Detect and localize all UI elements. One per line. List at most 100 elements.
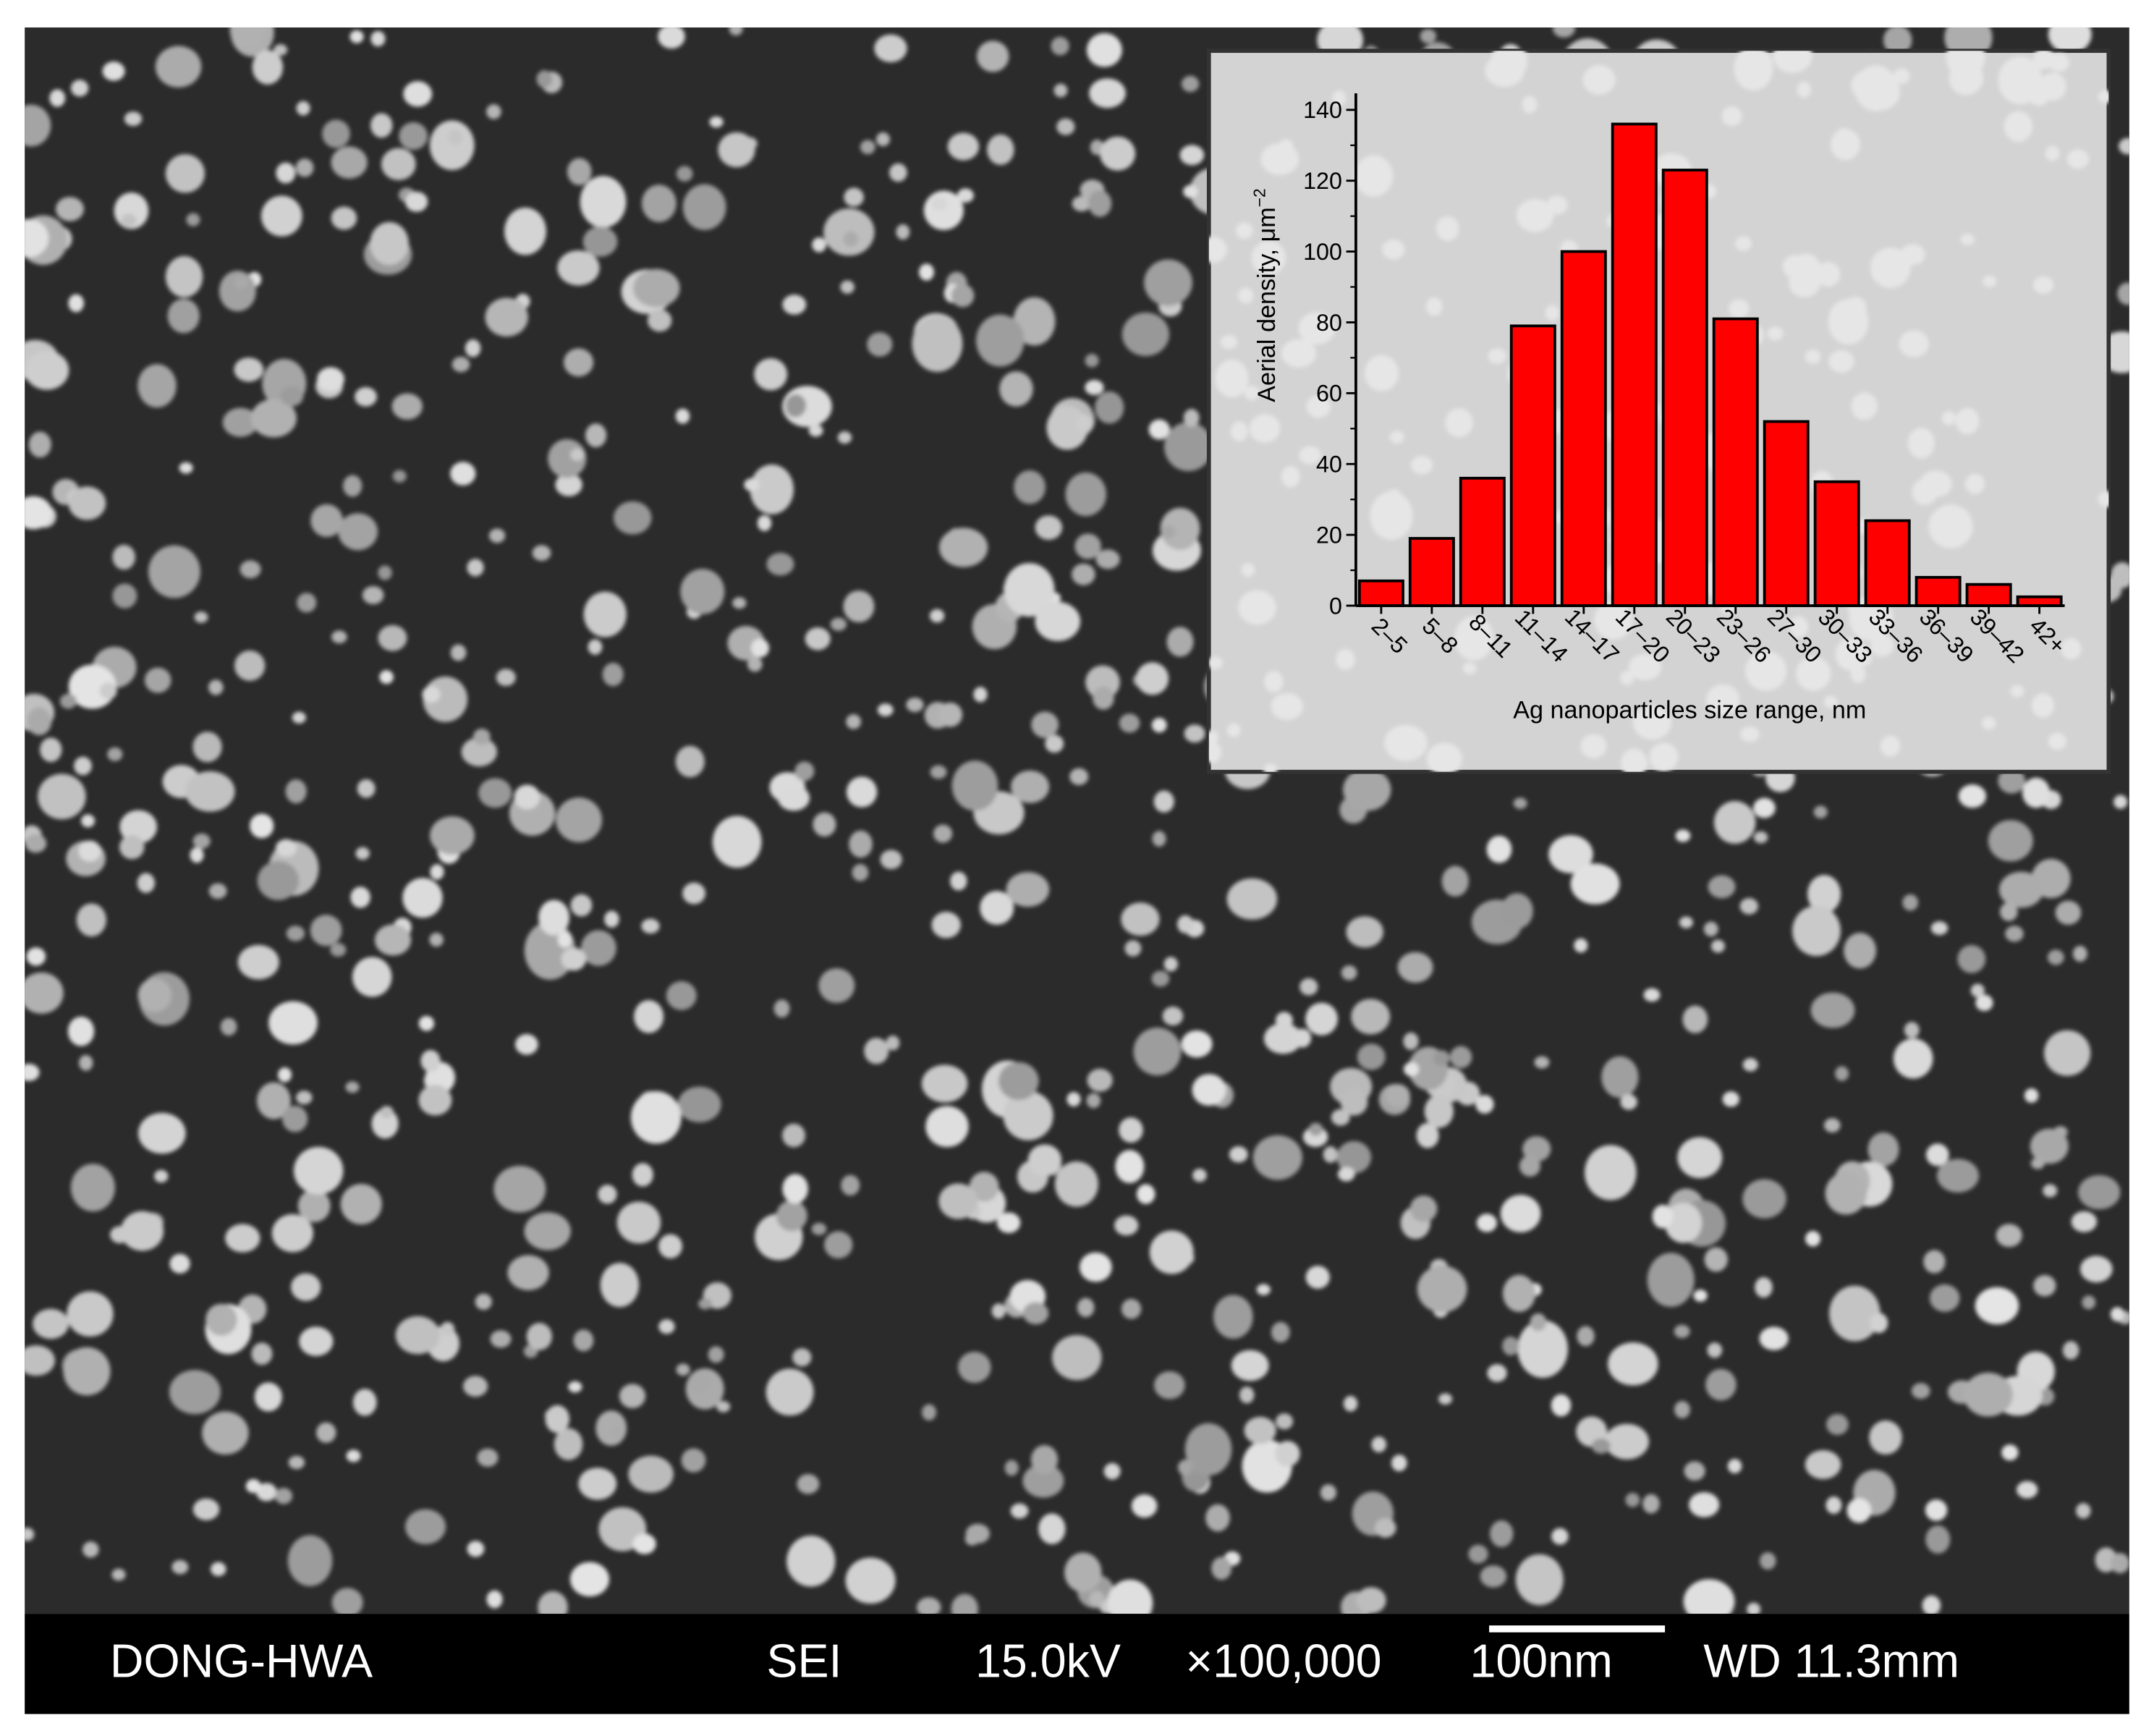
inset-particle: [1797, 81, 1811, 98]
bar: [1661, 169, 1708, 607]
particle: [1574, 938, 1588, 953]
particle: [165, 255, 203, 297]
particle: [220, 1017, 237, 1036]
particle: [1056, 118, 1075, 135]
particle: [378, 565, 392, 580]
particle: [285, 779, 307, 804]
inset-particle: [1823, 695, 1838, 708]
particle: [808, 424, 823, 437]
particle: [430, 816, 475, 855]
particle: [1231, 1350, 1269, 1381]
particle: [1293, 1028, 1312, 1048]
particle: [1825, 1172, 1867, 1215]
inset-particle: [1828, 299, 1869, 345]
scale-label: 100nm: [1470, 1635, 1612, 1687]
particle: [1337, 1166, 1355, 1182]
particle: [74, 756, 92, 776]
inset-particle: [2098, 90, 2109, 103]
y-tick-label: 80: [1316, 310, 1342, 336]
particle: [1166, 627, 1194, 657]
particle: [370, 221, 409, 266]
inset-particle: [1462, 662, 1477, 674]
particle: [1417, 1266, 1467, 1313]
inset-particle: [2061, 638, 2082, 660]
particle: [929, 609, 945, 623]
particle: [1693, 1290, 1708, 1302]
particle: [1500, 1195, 1541, 1232]
particle: [1052, 1334, 1102, 1381]
particle: [1014, 470, 1046, 504]
inset-particle: [1545, 305, 1559, 321]
inset-particle: [1789, 267, 1821, 297]
particle: [938, 702, 963, 727]
inset-particle: [1271, 693, 1304, 720]
particle: [1331, 1109, 1350, 1126]
particle: [1963, 1372, 2013, 1417]
inset-particle: [1370, 491, 1413, 541]
inset-particle: [1491, 51, 1528, 81]
particle: [1747, 1602, 1761, 1614]
particle: [250, 813, 274, 839]
operator: DONG-HWA: [110, 1635, 373, 1687]
particle: [486, 103, 501, 119]
inset-particle: [1594, 600, 1633, 640]
particle: [567, 158, 592, 186]
particle: [1119, 714, 1140, 733]
particle: [124, 111, 143, 127]
particle: [112, 544, 136, 570]
particle: [2110, 1307, 2124, 1322]
particle: [1144, 259, 1192, 306]
particle: [346, 1449, 361, 1462]
particle: [25, 1528, 35, 1541]
inset-particle: [1354, 155, 1394, 197]
particle: [1163, 957, 1178, 972]
inset-particle: [1208, 730, 1219, 745]
particle: [169, 1370, 221, 1415]
particle: [1351, 999, 1391, 1035]
particle: [709, 116, 724, 128]
particle: [1957, 945, 1986, 973]
particle: [1121, 902, 1160, 936]
particle: [343, 475, 362, 497]
particle: [375, 924, 412, 956]
particle: [1211, 1557, 1232, 1580]
particle: [450, 644, 467, 661]
particle: [2005, 926, 2024, 942]
particle: [1475, 1095, 1494, 1114]
particle: [1893, 1038, 1933, 1079]
particle: [1093, 686, 1114, 710]
particle: [2001, 1444, 2019, 1461]
particle: [1176, 915, 1194, 933]
particle: [1046, 405, 1088, 450]
particle: [1867, 1132, 1899, 1166]
particle: [274, 1488, 293, 1504]
particle: [331, 146, 368, 179]
particle: [1085, 379, 1104, 395]
particle: [25, 496, 52, 530]
particle: [938, 1183, 978, 1219]
particle: [545, 1405, 570, 1434]
particle: [569, 1562, 610, 1597]
particle: [1263, 1022, 1302, 1054]
particle: [1152, 831, 1166, 847]
particle: [112, 583, 137, 609]
particle: [1925, 1525, 1951, 1554]
particle: [2024, 1088, 2039, 1103]
particle: [1006, 872, 1050, 907]
particle: [485, 297, 528, 337]
particle: [378, 624, 407, 651]
inset-particle: [1734, 51, 1773, 91]
particle: [1148, 419, 1170, 440]
particle: [840, 280, 855, 294]
particle: [880, 850, 902, 870]
particle: [70, 80, 89, 97]
inset-particle: [1298, 312, 1336, 344]
particle: [1038, 1513, 1066, 1544]
particle: [33, 1308, 69, 1339]
particle: [1519, 1155, 1541, 1177]
particle: [331, 206, 357, 230]
particle: [271, 1214, 313, 1253]
particle: [1677, 1137, 1723, 1179]
inset-particle: [1281, 465, 1300, 488]
particle: [1192, 1168, 1207, 1182]
